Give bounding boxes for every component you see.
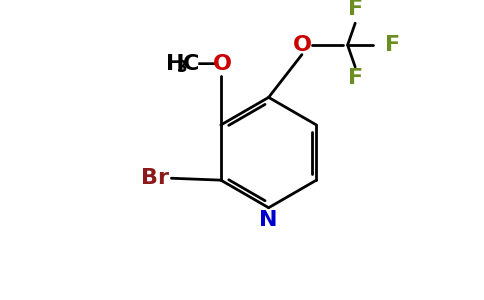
- Text: O: O: [213, 54, 232, 74]
- Text: 3: 3: [177, 60, 188, 75]
- Text: F: F: [348, 68, 363, 88]
- Text: N: N: [259, 210, 278, 230]
- Text: H: H: [166, 54, 184, 74]
- Text: F: F: [348, 0, 363, 19]
- Text: F: F: [385, 35, 400, 55]
- Text: Br: Br: [140, 168, 168, 188]
- Text: O: O: [292, 35, 311, 55]
- Text: C: C: [183, 54, 199, 74]
- Text: —: —: [197, 54, 219, 74]
